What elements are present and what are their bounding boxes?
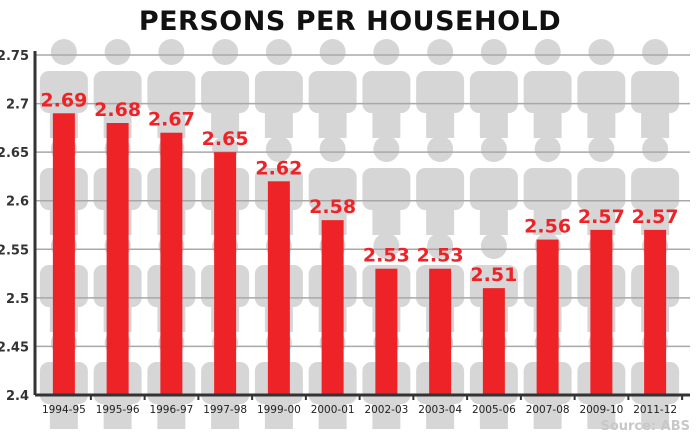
- bar: [321, 220, 344, 395]
- data-label: 2.53: [417, 245, 464, 267]
- person-icon-part: [479, 98, 508, 138]
- person-icon-part: [212, 39, 239, 65]
- data-label: 2.58: [309, 196, 356, 218]
- person-icon-part: [265, 136, 292, 162]
- x-tick-label: 2011-12: [633, 404, 677, 416]
- person-icon-part: [372, 98, 401, 138]
- y-tick-label: 2.45: [0, 340, 29, 355]
- person-icon-part: [265, 39, 292, 65]
- person-icon-part: [373, 233, 400, 259]
- x-tick-label: 1995-96: [96, 404, 140, 416]
- person-silhouette-background: [39, 39, 680, 429]
- data-label: 2.51: [470, 264, 517, 286]
- chart-title: PERSONS PER HOUSEHOLD: [138, 6, 562, 37]
- person-icon-part: [642, 136, 669, 162]
- bar: [214, 152, 237, 395]
- bar: [267, 181, 290, 395]
- person-icon-part: [264, 98, 293, 138]
- person-icon-part: [534, 39, 561, 65]
- person-icon-part: [642, 39, 669, 65]
- data-label: 2.53: [363, 245, 410, 267]
- data-label: 2.57: [632, 206, 679, 228]
- bar: [536, 239, 559, 395]
- person-icon-part: [158, 39, 185, 65]
- x-tick-label: 1994-95: [42, 404, 86, 416]
- bar: [52, 113, 75, 396]
- person-icon-part: [641, 98, 670, 138]
- person-icon-part: [373, 136, 400, 162]
- bar: [375, 268, 398, 395]
- y-tick-label: 2.5: [6, 292, 29, 307]
- person-icon-part: [372, 195, 401, 235]
- person-icon-part: [427, 233, 454, 259]
- person-icon-part: [533, 195, 562, 235]
- person-icon-part: [211, 98, 240, 138]
- x-tick-label: 1999-00: [257, 404, 301, 416]
- source-note: Source: ABS: [600, 419, 690, 434]
- person-icon-part: [426, 195, 455, 235]
- x-tick-label: 2003-04: [418, 404, 462, 416]
- bar: [644, 229, 667, 395]
- person-icon-part: [480, 39, 507, 65]
- x-tick-label: 2002-03: [364, 404, 408, 416]
- x-tick-label: 1997-98: [203, 404, 247, 416]
- bar: [160, 132, 183, 395]
- y-tick-label: 2.55: [0, 243, 29, 258]
- y-tick-label: 2.75: [0, 49, 29, 64]
- data-label: 2.69: [40, 89, 87, 111]
- person-icon-part: [104, 39, 131, 65]
- person-icon-part: [480, 233, 507, 259]
- person-icon-part: [319, 39, 346, 65]
- x-tick-label: 1996-97: [149, 404, 193, 416]
- person-icon-part: [157, 98, 186, 138]
- bar: [429, 268, 452, 395]
- y-tick-label: 2.4: [6, 389, 29, 404]
- person-icon-part: [534, 136, 561, 162]
- person-icon-part: [427, 39, 454, 65]
- person-icon-part: [318, 98, 347, 138]
- bar: [482, 288, 505, 395]
- person-icon-part: [533, 98, 562, 138]
- data-label: 2.57: [578, 206, 625, 228]
- person-icon-part: [50, 39, 77, 65]
- data-label: 2.56: [524, 216, 571, 238]
- person-icon-part: [479, 195, 508, 235]
- person-icon-part: [480, 136, 507, 162]
- y-tick-label: 2.6: [6, 195, 29, 210]
- person-icon-part: [587, 195, 616, 235]
- person-icon-part: [587, 98, 616, 138]
- person-icon-part: [588, 39, 615, 65]
- x-tick-label: 2000-01: [311, 404, 355, 416]
- data-label: 2.67: [148, 109, 195, 131]
- data-label: 2.62: [255, 157, 302, 179]
- x-tick-label: 2009-10: [579, 404, 623, 416]
- y-tick-label: 2.7: [6, 98, 29, 113]
- bar: [106, 123, 129, 395]
- person-icon-part: [373, 39, 400, 65]
- x-tick-label: 2005-06: [472, 404, 516, 416]
- y-tick-label: 2.65: [0, 146, 29, 161]
- person-icon-part: [427, 136, 454, 162]
- bar: [590, 229, 613, 395]
- x-tick-label: 2007-08: [526, 404, 570, 416]
- person-icon-part: [319, 136, 346, 162]
- person-icon-part: [426, 98, 455, 138]
- data-label: 2.68: [94, 99, 141, 121]
- data-label: 2.65: [202, 128, 249, 150]
- person-icon-part: [641, 195, 670, 235]
- person-icon-part: [588, 136, 615, 162]
